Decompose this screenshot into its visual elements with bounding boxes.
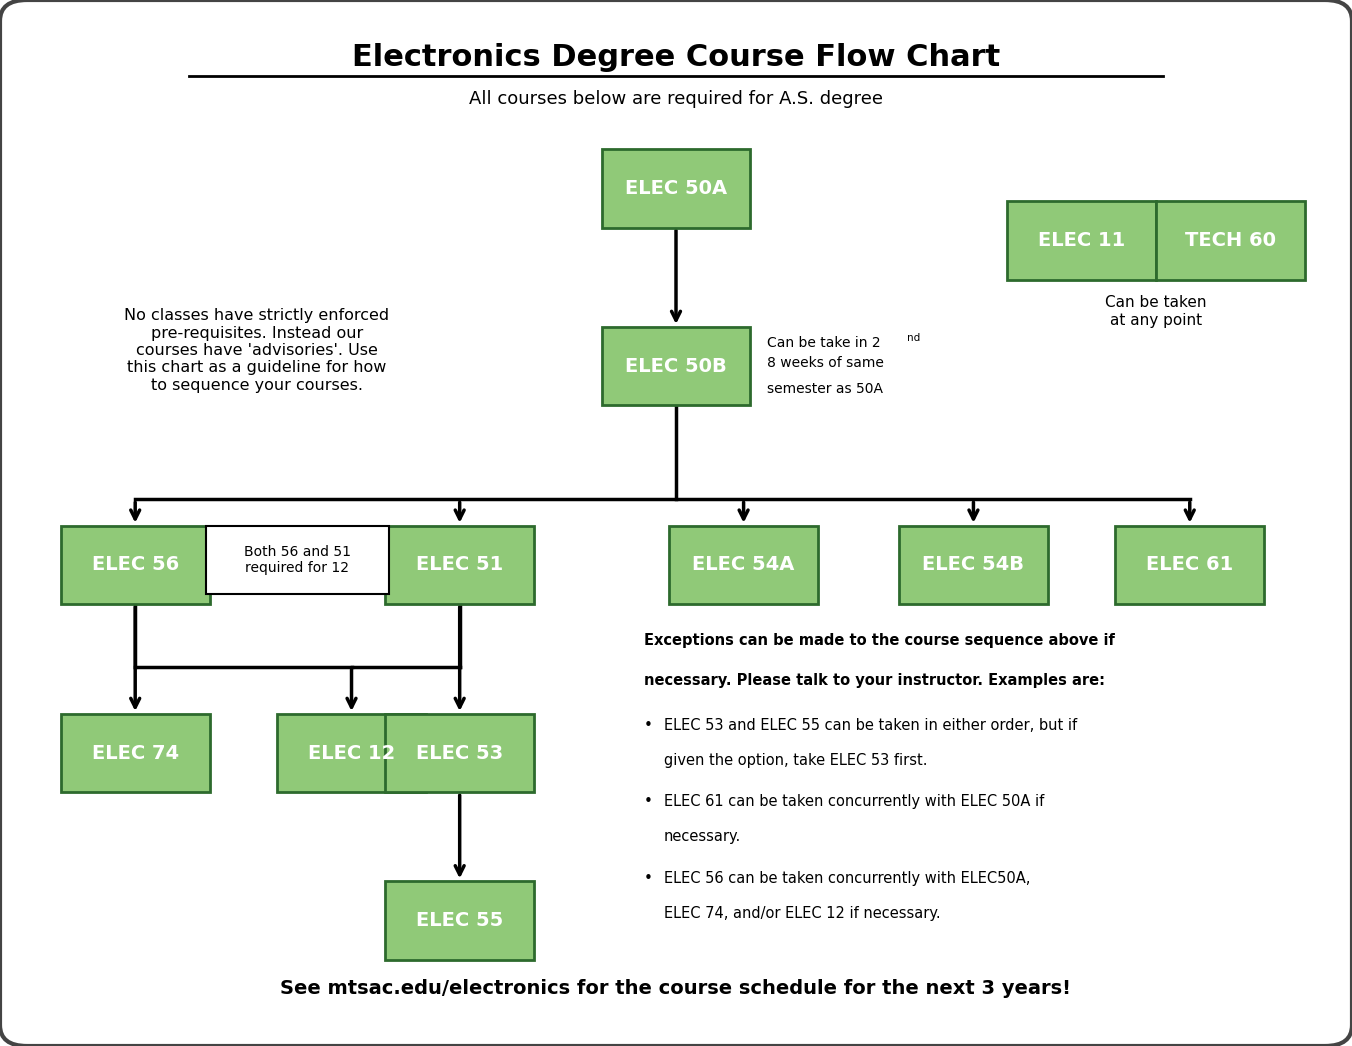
Text: •: • — [644, 718, 653, 732]
Text: ELEC 56: ELEC 56 — [92, 555, 178, 574]
Text: No classes have strictly enforced
pre-requisites. Instead our
courses have 'advi: No classes have strictly enforced pre-re… — [124, 309, 389, 392]
Text: All courses below are required for A.S. degree: All courses below are required for A.S. … — [469, 90, 883, 109]
Text: ELEC 74: ELEC 74 — [92, 744, 178, 763]
FancyBboxPatch shape — [61, 525, 210, 604]
FancyBboxPatch shape — [669, 525, 818, 604]
FancyBboxPatch shape — [899, 525, 1048, 604]
Text: ELEC 61 can be taken concurrently with ELEC 50A if: ELEC 61 can be taken concurrently with E… — [664, 794, 1044, 810]
Text: TECH 60: TECH 60 — [1184, 231, 1276, 250]
Text: ELEC 61: ELEC 61 — [1146, 555, 1233, 574]
Text: ELEC 56 can be taken concurrently with ELEC50A,: ELEC 56 can be taken concurrently with E… — [664, 871, 1030, 886]
Text: ELEC 51: ELEC 51 — [416, 555, 503, 574]
Text: ELEC 50A: ELEC 50A — [625, 179, 727, 198]
FancyBboxPatch shape — [1156, 201, 1305, 279]
Text: ELEC 11: ELEC 11 — [1038, 231, 1125, 250]
FancyBboxPatch shape — [1007, 201, 1156, 279]
Text: semester as 50A: semester as 50A — [767, 382, 883, 395]
Text: given the option, take ELEC 53 first.: given the option, take ELEC 53 first. — [664, 752, 927, 768]
FancyBboxPatch shape — [277, 713, 426, 793]
Text: ELEC 53 and ELEC 55 can be taken in either order, but if: ELEC 53 and ELEC 55 can be taken in eith… — [664, 718, 1078, 732]
Text: See mtsac.edu/electronics for the course schedule for the next 3 years!: See mtsac.edu/electronics for the course… — [280, 979, 1072, 998]
Text: Exceptions can be made to the course sequence above if: Exceptions can be made to the course seq… — [644, 633, 1114, 647]
FancyBboxPatch shape — [207, 525, 389, 594]
FancyBboxPatch shape — [61, 713, 210, 793]
FancyBboxPatch shape — [602, 150, 750, 228]
Text: 8 weeks of same: 8 weeks of same — [767, 356, 883, 369]
Text: ELEC 50B: ELEC 50B — [625, 357, 727, 376]
FancyBboxPatch shape — [385, 525, 534, 604]
Text: nd: nd — [907, 333, 921, 343]
Text: •: • — [644, 871, 653, 886]
Text: Can be taken
at any point: Can be taken at any point — [1105, 296, 1207, 327]
Text: ELEC 54B: ELEC 54B — [922, 555, 1025, 574]
Text: ELEC 55: ELEC 55 — [416, 911, 503, 930]
Text: Electronics Degree Course Flow Chart: Electronics Degree Course Flow Chart — [352, 43, 1000, 72]
Text: necessary. Please talk to your instructor. Examples are:: necessary. Please talk to your instructo… — [644, 673, 1105, 687]
Text: Can be take in 2: Can be take in 2 — [767, 337, 880, 350]
Text: Both 56 and 51
required for 12: Both 56 and 51 required for 12 — [243, 545, 352, 574]
Text: ELEC 74, and/or ELEC 12 if necessary.: ELEC 74, and/or ELEC 12 if necessary. — [664, 906, 941, 920]
FancyBboxPatch shape — [385, 713, 534, 793]
FancyBboxPatch shape — [1115, 525, 1264, 604]
Text: ELEC 53: ELEC 53 — [416, 744, 503, 763]
FancyBboxPatch shape — [602, 326, 750, 405]
FancyBboxPatch shape — [385, 881, 534, 960]
Text: necessary.: necessary. — [664, 829, 741, 844]
Text: ELEC 12: ELEC 12 — [308, 744, 395, 763]
Text: •: • — [644, 794, 653, 810]
Text: ELEC 54A: ELEC 54A — [692, 555, 795, 574]
